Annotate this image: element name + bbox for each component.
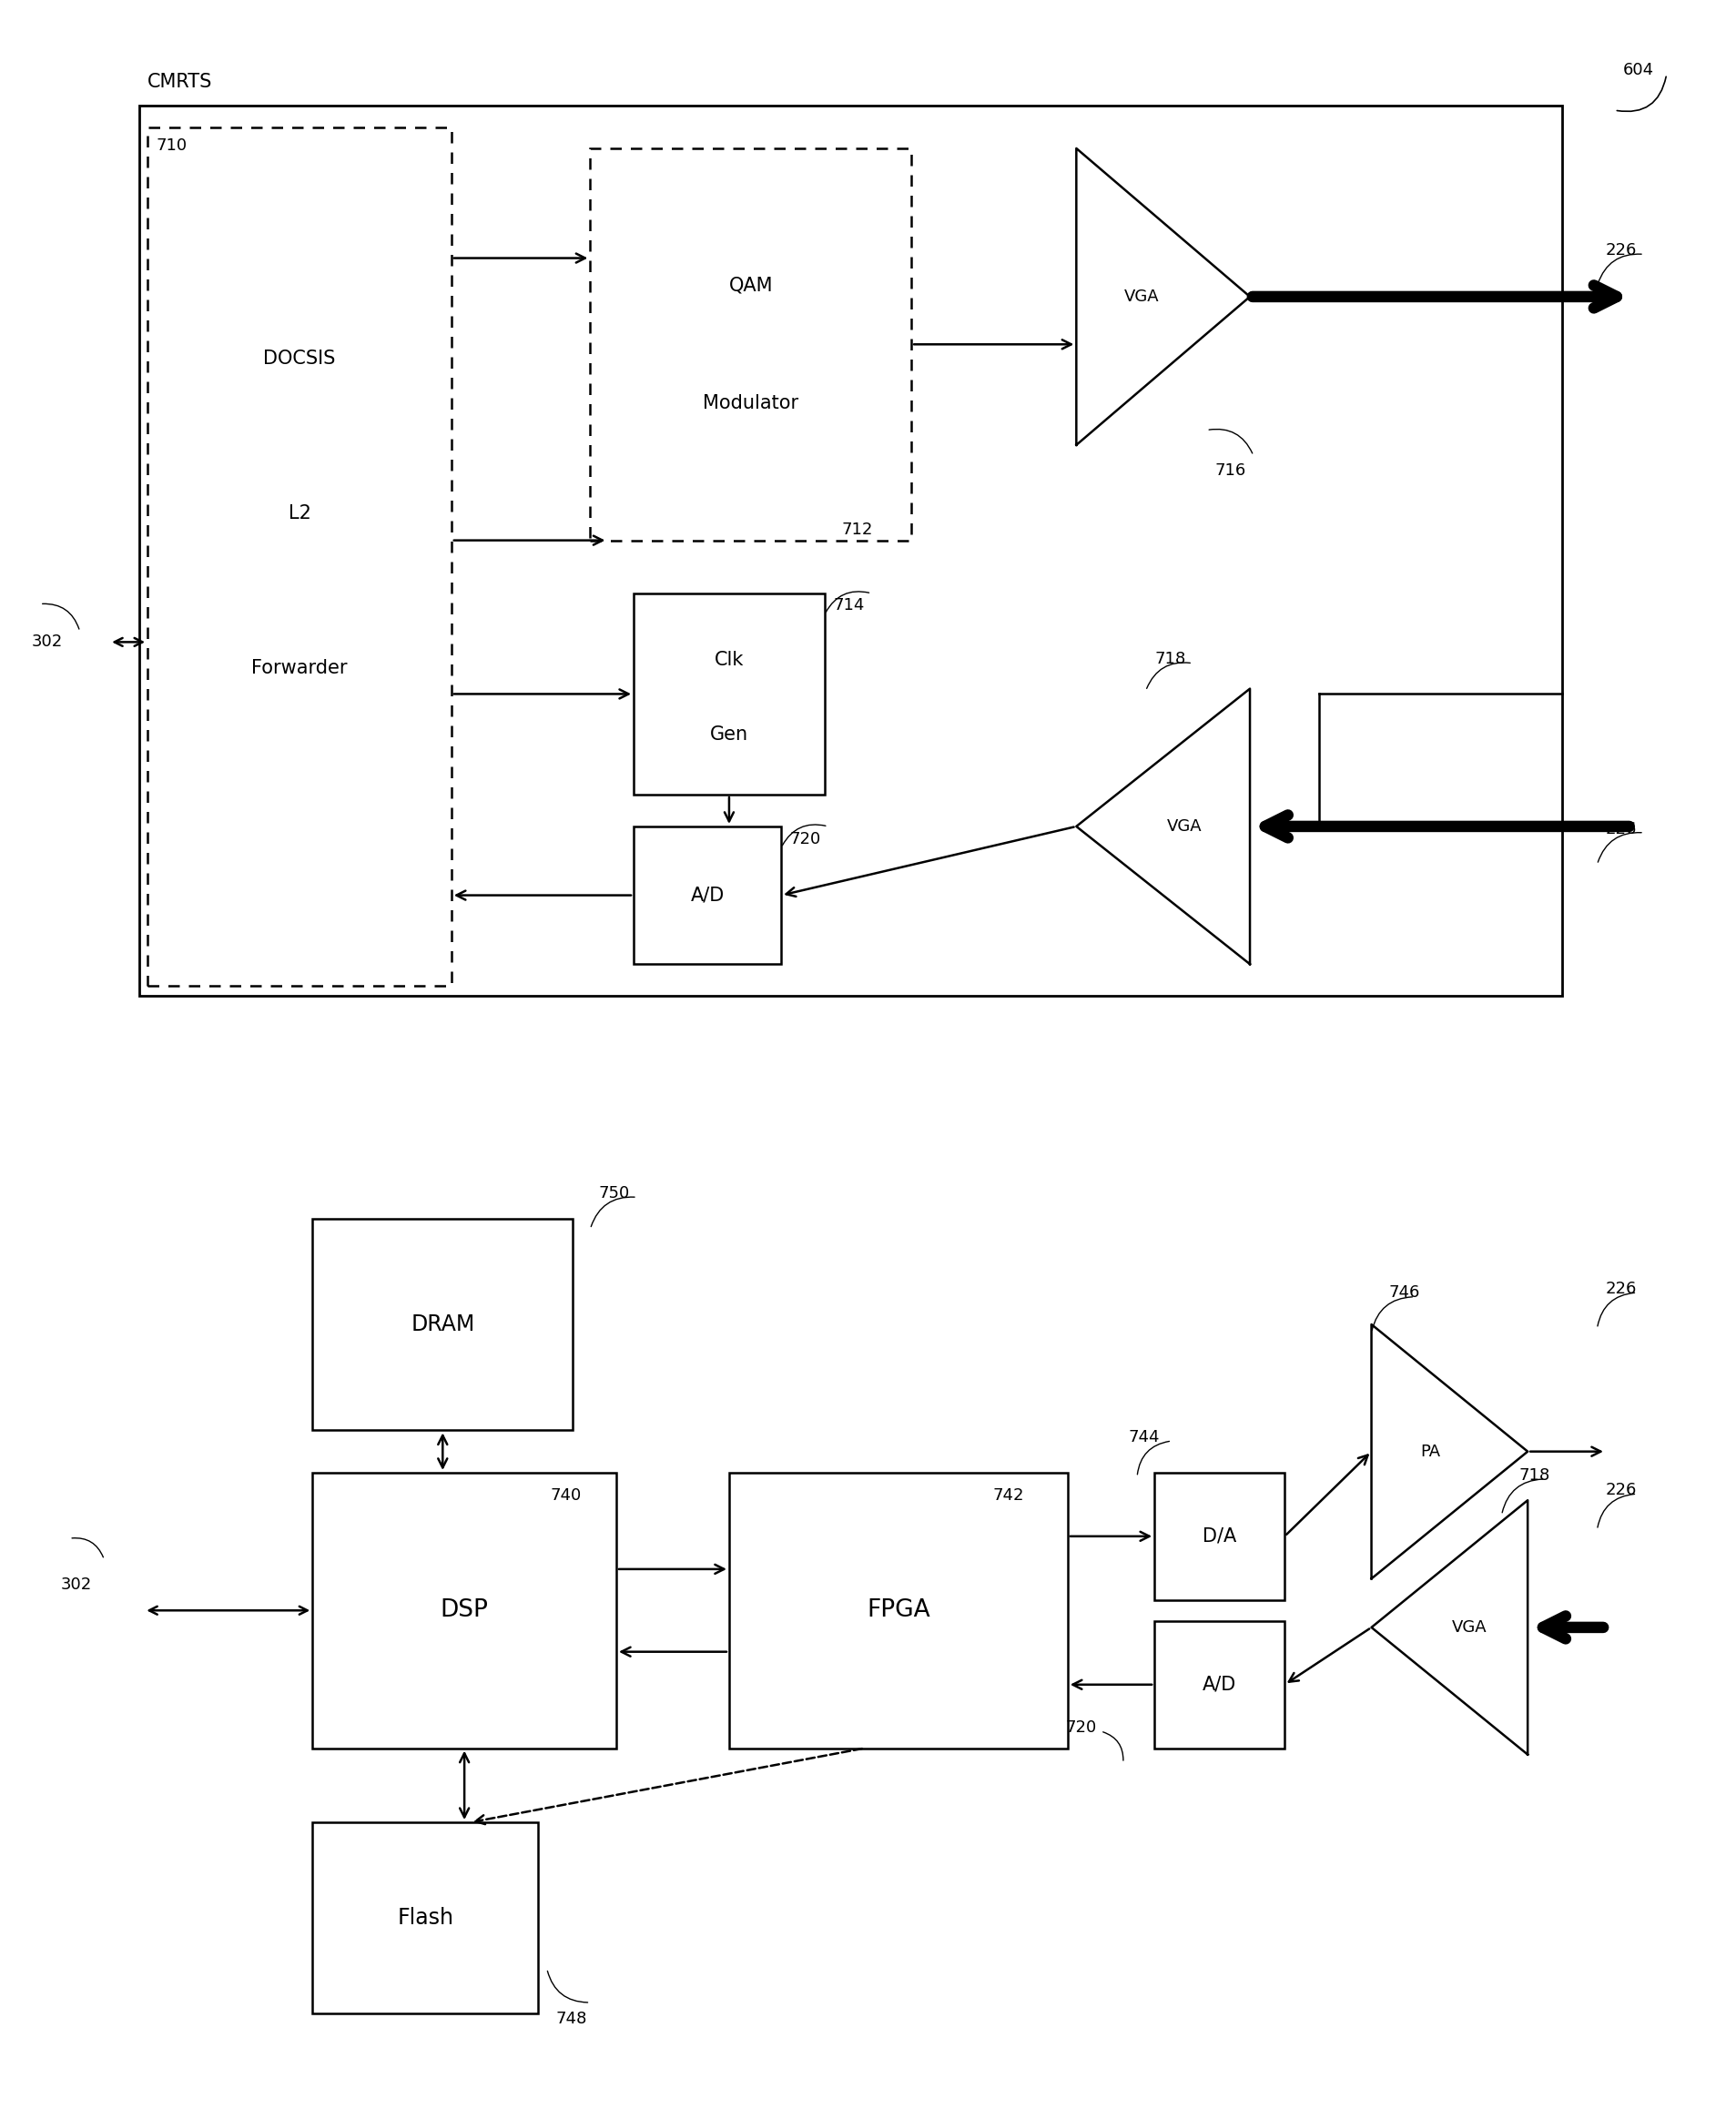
Text: Clk: Clk [715, 651, 743, 670]
Text: 718: 718 [1519, 1466, 1550, 1483]
Text: QAM: QAM [729, 275, 773, 295]
Text: PA: PA [1420, 1443, 1441, 1460]
Text: 744: 744 [1128, 1428, 1160, 1445]
Text: DOCSIS: DOCSIS [264, 350, 335, 369]
Text: 302: 302 [61, 1577, 92, 1593]
Text: 742: 742 [993, 1488, 1024, 1504]
Text: 720: 720 [790, 831, 821, 848]
Text: 226: 226 [1606, 242, 1637, 259]
Text: A/D: A/D [691, 886, 724, 905]
Bar [634, 593, 825, 795]
Bar [590, 148, 911, 540]
Text: VGA: VGA [1167, 818, 1203, 835]
Text: L2: L2 [288, 504, 311, 523]
Text: 712: 712 [842, 521, 873, 538]
Bar [139, 106, 1562, 996]
Bar [1154, 1473, 1285, 1600]
Bar [634, 826, 781, 964]
Text: 302: 302 [31, 634, 62, 651]
Text: D/A: D/A [1203, 1528, 1236, 1545]
Bar [1154, 1621, 1285, 1748]
Text: VGA: VGA [1123, 288, 1160, 305]
Text: Forwarder: Forwarder [252, 659, 347, 676]
Text: DRAM: DRAM [411, 1314, 474, 1335]
Bar [148, 127, 451, 985]
Text: 718: 718 [1154, 651, 1186, 667]
Text: 604: 604 [1623, 61, 1654, 78]
Text: Gen: Gen [710, 725, 748, 744]
Text: 740: 740 [550, 1488, 582, 1504]
Bar [312, 1473, 616, 1748]
Bar [729, 1473, 1068, 1748]
Text: CMRTS: CMRTS [148, 72, 212, 91]
Text: A/D: A/D [1203, 1676, 1236, 1693]
Text: 716: 716 [1215, 462, 1246, 479]
Text: Modulator: Modulator [703, 394, 799, 413]
Text: DSP: DSP [441, 1598, 488, 1623]
Text: 226: 226 [1606, 820, 1637, 837]
Bar [312, 1822, 538, 2013]
Text: 226: 226 [1606, 1280, 1637, 1297]
Text: 710: 710 [156, 138, 187, 155]
Text: Flash: Flash [398, 1907, 453, 1928]
Text: FPGA: FPGA [866, 1598, 930, 1623]
Text: 720: 720 [1066, 1719, 1097, 1735]
Bar [312, 1218, 573, 1430]
Text: VGA: VGA [1451, 1619, 1486, 1636]
Text: 226: 226 [1606, 1481, 1637, 1498]
Text: 714: 714 [833, 598, 865, 615]
Text: 746: 746 [1389, 1284, 1420, 1301]
Text: 750: 750 [599, 1185, 630, 1201]
Text: 748: 748 [556, 2011, 587, 2028]
